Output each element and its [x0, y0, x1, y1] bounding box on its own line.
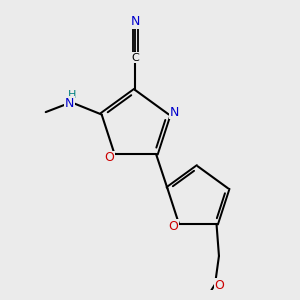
Text: N: N — [170, 106, 179, 118]
Text: O: O — [105, 152, 115, 164]
Text: O: O — [214, 279, 224, 292]
Text: H: H — [68, 90, 76, 100]
Text: C: C — [131, 53, 139, 63]
Text: N: N — [64, 97, 74, 110]
Text: O: O — [168, 220, 178, 233]
Text: N: N — [130, 15, 140, 28]
